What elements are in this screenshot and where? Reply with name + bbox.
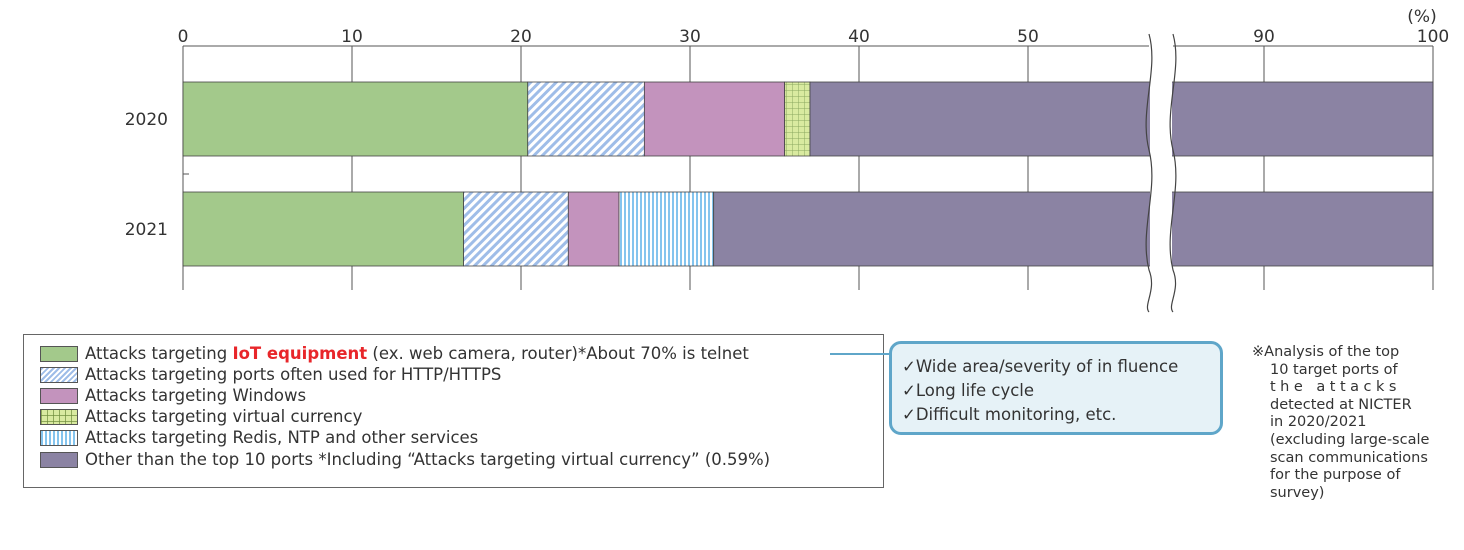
tick-label: 50 <box>1017 27 1039 47</box>
unit-label: (%) <box>1407 7 1436 27</box>
callout-item-wide-area: ✓Wide area/severity of in fluence <box>902 357 1179 376</box>
legend-item-http: Attacks targeting ports often used for H… <box>40 364 501 385</box>
analysis-note: ※Analysis of the top 10 target ports of … <box>1252 344 1457 502</box>
legend-label-other: Other than the top 10 ports *Including “… <box>85 450 771 469</box>
note-line: survey) <box>1270 484 1325 501</box>
bar-segment-redis-2021 <box>618 191 715 267</box>
category-label: 2020 <box>125 110 168 130</box>
note-line: ※Analysis of the top <box>1252 344 1400 360</box>
legend-item-other: Other than the top 10 ports *Including “… <box>40 449 770 470</box>
note-line: 10 target ports of <box>1270 361 1398 378</box>
callout-item-monitoring: ✓Difficult monitoring, etc. <box>902 405 1117 424</box>
note-line: in 2020/2021 <box>1270 414 1367 431</box>
redis-swatch <box>40 429 78 446</box>
tick-label: 30 <box>679 27 701 47</box>
stacked-bar-chart: (%) 0 10 20 30 40 50 90 100 2020 2021 <box>125 7 1449 314</box>
axis-break-gap <box>1150 34 1172 314</box>
legend: Attacks targeting IoT equipment (ex. web… <box>23 334 884 488</box>
callout-item-life-cycle: ✓Long life cycle <box>902 381 1035 400</box>
note-line: scan communications <box>1270 449 1428 466</box>
legend-iot-prefix: Attacks targeting <box>85 344 233 363</box>
bar-segment-http-2020 <box>527 81 645 157</box>
note-line: for the purpose of <box>1270 467 1401 484</box>
tick-label: 0 <box>178 27 189 47</box>
legend-item-iot: Attacks targeting IoT equipment (ex. web… <box>40 343 749 364</box>
note-line: the attacks <box>1270 379 1401 396</box>
legend-iot-highlight: IoT equipment <box>232 344 368 363</box>
bar-segment-win-2020 <box>643 81 786 157</box>
tick-label: 10 <box>341 27 363 47</box>
bar-segment-vc-2020 <box>784 81 811 157</box>
legend-item-redis: Attacks targeting Redis, NTP and other s… <box>40 427 478 448</box>
bar-segment-other-2020 <box>809 81 1434 157</box>
iot-swatch <box>40 345 78 362</box>
legend-item-windows: Attacks targeting Windows <box>40 385 306 406</box>
category-label: 2021 <box>125 220 168 240</box>
legend-label-iot: Attacks targeting IoT equipment (ex. web… <box>85 344 749 363</box>
axis-break-line-left <box>1145 33 1153 313</box>
bar-segment-iot-2020 <box>182 81 529 157</box>
note-line: (excluding large-scale <box>1270 431 1430 448</box>
http-swatch <box>40 366 78 383</box>
legend-label-virtual-currency: Attacks targeting virtual currency <box>85 407 363 426</box>
note-line: detected at NICTER <box>1270 396 1412 413</box>
axis-break-line-right <box>1169 33 1177 313</box>
legend-item-virtual-currency: Attacks targeting virtual currency <box>40 406 362 427</box>
legend-iot-suffix: (ex. web camera, router)*About 70% is te… <box>367 344 749 363</box>
legend-label-http: Attacks targeting ports often used for H… <box>85 365 502 384</box>
tick-label: 100 <box>1417 27 1449 47</box>
bar-segment-http-2021 <box>463 191 569 267</box>
tick-label: 40 <box>848 27 870 47</box>
virtual-currency-swatch <box>40 408 78 425</box>
tick-label: 20 <box>510 27 532 47</box>
legend-label-redis: Attacks targeting Redis, NTP and other s… <box>85 428 479 447</box>
callout-connector <box>830 353 889 355</box>
bar-segment-other-2021 <box>713 191 1434 267</box>
legend-label-windows: Attacks targeting Windows <box>85 386 307 405</box>
bar-segment-win-2021 <box>567 191 620 267</box>
iot-characteristics-callout: ✓Wide area/severity of in fluence ✓Long … <box>889 341 1223 435</box>
tick-label: 90 <box>1253 27 1275 47</box>
windows-swatch <box>40 387 78 404</box>
bar-segment-iot-2021 <box>182 191 464 267</box>
other-swatch <box>40 451 78 468</box>
